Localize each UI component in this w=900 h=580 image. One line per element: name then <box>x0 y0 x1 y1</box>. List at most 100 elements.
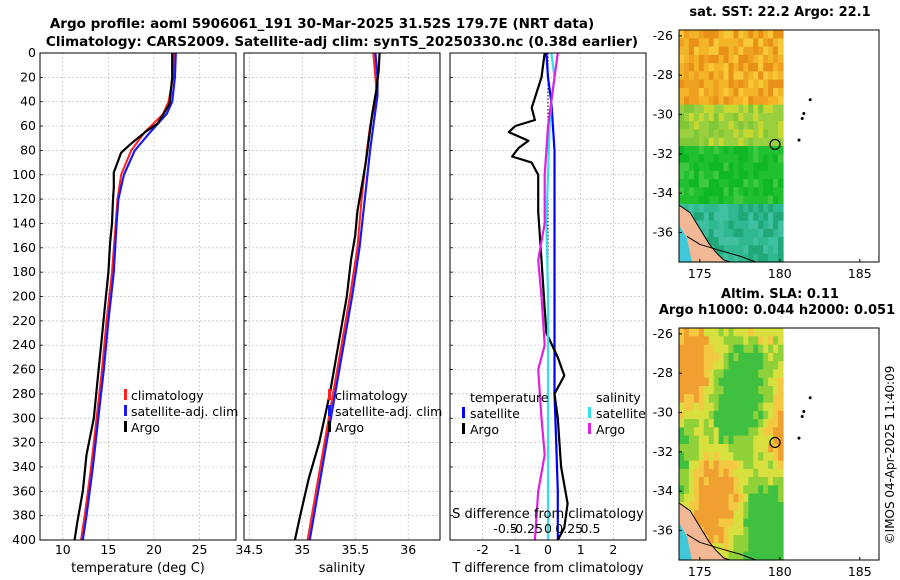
map-cell <box>688 179 695 188</box>
map-cell <box>703 154 710 164</box>
map-cell <box>708 452 715 462</box>
map-cell <box>748 402 754 412</box>
map-lat-tick-label: -36 <box>653 523 673 538</box>
map-cell <box>743 410 749 420</box>
map-cell <box>703 129 710 139</box>
map-cell <box>713 510 720 520</box>
map-cell <box>684 427 690 437</box>
map-cell <box>688 129 695 139</box>
map-cell <box>688 204 695 213</box>
map-cell <box>773 79 779 89</box>
map-cell <box>768 195 774 205</box>
map-cell <box>708 179 715 188</box>
series-line-argo <box>73 53 174 541</box>
map-cell <box>743 377 749 387</box>
map-cell <box>743 220 749 230</box>
map-cell <box>718 220 725 230</box>
map-cell <box>713 146 720 155</box>
map-cell <box>708 377 715 387</box>
map-cell <box>778 485 784 495</box>
map-cell <box>748 63 754 72</box>
legend-label: Argo <box>335 420 364 435</box>
map-cell <box>718 377 725 387</box>
map-cell <box>723 137 730 147</box>
map-cell <box>698 30 705 39</box>
map-cell <box>733 30 740 39</box>
map-cell <box>768 444 774 453</box>
map-cell <box>698 410 705 420</box>
map-cell <box>768 121 774 130</box>
map-cell <box>753 112 759 122</box>
map-cell <box>718 245 725 255</box>
map-cell <box>713 535 720 544</box>
map-cell <box>728 427 735 437</box>
map-cell <box>684 112 690 122</box>
map-lat-tick-label: -26 <box>653 28 673 43</box>
map-cell <box>748 535 754 544</box>
map-cell <box>778 129 784 139</box>
map-lat-tick-label: -28 <box>653 67 673 82</box>
map-cell <box>738 386 744 395</box>
map-cell <box>718 543 725 553</box>
map-cell <box>778 336 784 346</box>
map-cell <box>773 518 779 528</box>
map-cell <box>708 502 715 511</box>
map-cell <box>738 402 744 412</box>
map-cell <box>778 468 784 478</box>
map-cell <box>768 518 774 528</box>
map-cell <box>679 361 685 370</box>
map-cell <box>718 510 725 520</box>
map-cell <box>753 253 759 263</box>
map-cell <box>778 88 784 97</box>
map-cell <box>718 485 725 495</box>
map-cell <box>758 427 764 437</box>
map-cell <box>773 344 779 354</box>
series-line-salinity-argo <box>533 52 559 541</box>
map-cell <box>698 394 705 404</box>
map-cell <box>728 551 735 561</box>
map-cell <box>773 394 779 404</box>
map-cell <box>703 502 710 511</box>
map-cell <box>763 71 769 81</box>
map-cell <box>713 96 720 106</box>
map-cell <box>733 328 740 337</box>
map-cell <box>748 460 754 470</box>
map-cell <box>718 328 725 337</box>
map-cell <box>733 46 740 56</box>
map-cell <box>679 493 685 503</box>
x-tick-label: 0 <box>544 542 552 557</box>
map-cell <box>768 46 774 56</box>
map-cell <box>688 394 695 404</box>
map-cell <box>713 71 720 81</box>
map-cell <box>748 170 754 180</box>
map-cell <box>693 336 700 346</box>
map-cell <box>758 543 764 553</box>
map-cell <box>679 386 685 395</box>
map-cell <box>708 394 715 404</box>
map-cell <box>778 535 784 544</box>
map-cell <box>723 485 730 495</box>
map-cell <box>728 88 735 97</box>
map-cell <box>773 402 779 412</box>
map-cell <box>743 38 749 48</box>
map-frame <box>678 29 880 263</box>
map-cell <box>679 444 685 453</box>
map-cell <box>698 468 705 478</box>
map-cell <box>738 535 744 544</box>
map-cell <box>763 237 769 246</box>
map-cell <box>708 328 715 337</box>
x-tick-label: 25 <box>192 542 208 557</box>
map-cell <box>778 154 784 164</box>
map-cell <box>684 121 690 130</box>
map-cell <box>713 30 720 39</box>
map-cell <box>758 63 764 72</box>
y-tick-label: 320 <box>12 435 36 450</box>
map-cell <box>768 468 774 478</box>
map-cell <box>698 195 705 205</box>
map-cell <box>733 493 740 503</box>
map-cell <box>748 162 754 172</box>
map-cell <box>698 162 705 172</box>
map-cell <box>713 162 720 172</box>
map-cell <box>773 104 779 114</box>
map-cell <box>748 344 754 354</box>
